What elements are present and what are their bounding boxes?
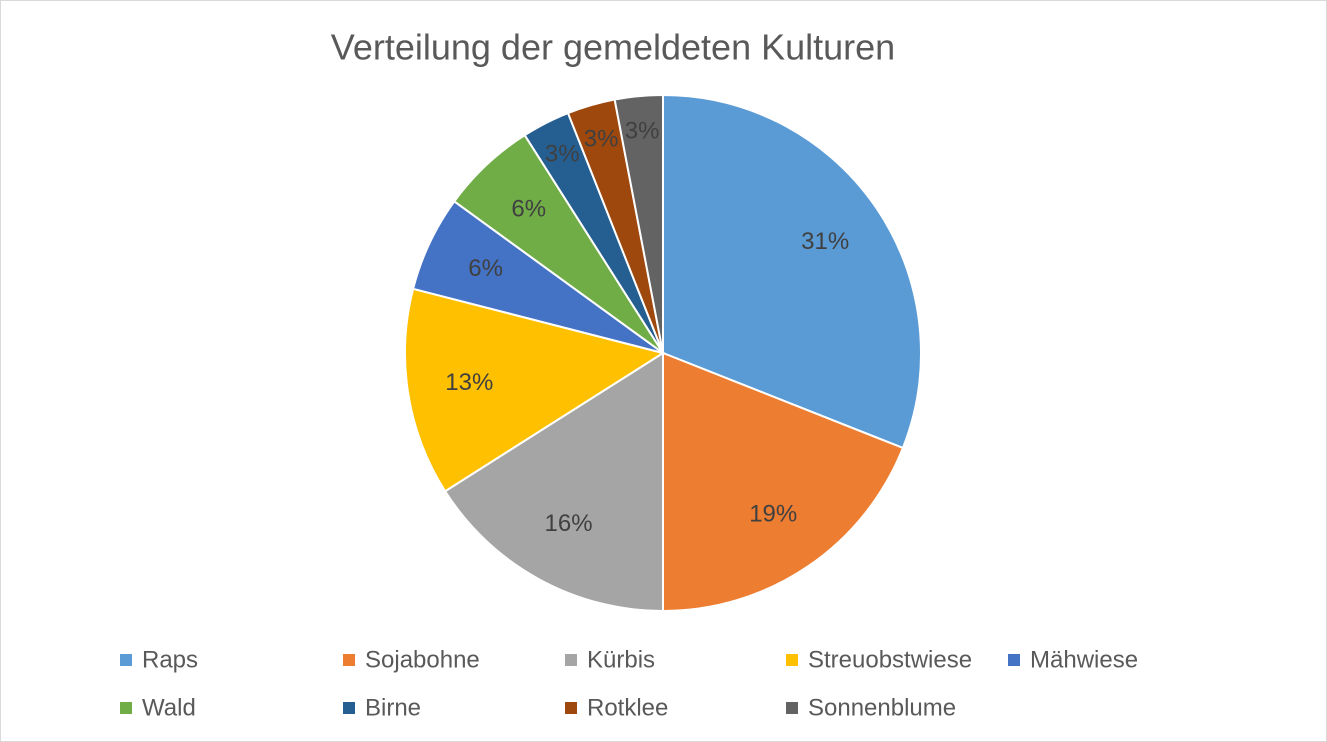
data-label: 3%	[545, 141, 580, 168]
data-label: 31%	[801, 228, 849, 255]
data-label: 6%	[511, 195, 546, 222]
legend-label: Wald	[142, 694, 196, 721]
data-label: 3%	[584, 125, 619, 152]
pie-slice	[443, 351, 664, 613]
data-label: 13%	[445, 369, 493, 396]
data-label: 19%	[749, 501, 797, 528]
chart-title: Verteilung der gemeldeten Kulturen	[331, 27, 895, 68]
legend-swatch	[786, 702, 798, 714]
pie-slice	[662, 351, 905, 613]
data-label: 3%	[625, 117, 660, 144]
legend-swatch	[565, 702, 577, 714]
pie-slice	[662, 93, 922, 450]
legend-label: Sojabohne	[365, 646, 480, 673]
data-label: 16%	[545, 510, 593, 537]
legend-swatch	[120, 654, 132, 666]
legend-label: Kürbis	[587, 646, 655, 673]
pie-slice	[613, 93, 664, 354]
legend-swatch	[343, 654, 355, 666]
legend-label: Streuobstwiese	[808, 646, 972, 673]
legend-swatch	[1008, 654, 1020, 666]
pie-slice	[404, 287, 666, 493]
legend-label: Birne	[365, 694, 421, 721]
legend-swatch	[343, 702, 355, 714]
legend-label: Rotklee	[587, 694, 668, 721]
legend-swatch	[786, 654, 798, 666]
data-label: 6%	[468, 255, 503, 282]
legend-label: Raps	[142, 646, 198, 673]
legend-swatch	[120, 702, 132, 714]
legend-label: Mähwiese	[1030, 646, 1138, 673]
legend-swatch	[565, 654, 577, 666]
legend-label: Sonnenblume	[808, 694, 956, 721]
